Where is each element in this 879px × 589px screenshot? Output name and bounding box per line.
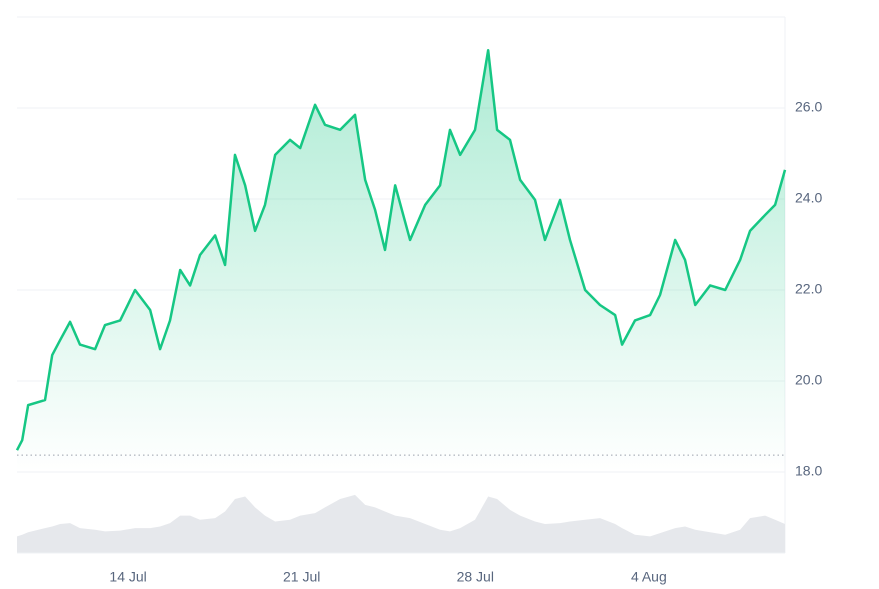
x-tick-label: 4 Aug [631,569,667,585]
y-tick-label: 24.0 [795,190,822,206]
x-tick-label: 28 Jul [457,569,494,585]
y-tick-label: 20.0 [795,372,822,388]
y-tick-label: 22.0 [795,281,822,297]
x-tick-label: 21 Jul [283,569,320,585]
y-tick-label: 18.0 [795,463,822,479]
price-area [17,50,785,473]
x-tick-label: 14 Jul [109,569,146,585]
y-tick-label: 26.0 [795,99,822,115]
price-line [15,48,787,451]
volume-area [17,494,785,553]
